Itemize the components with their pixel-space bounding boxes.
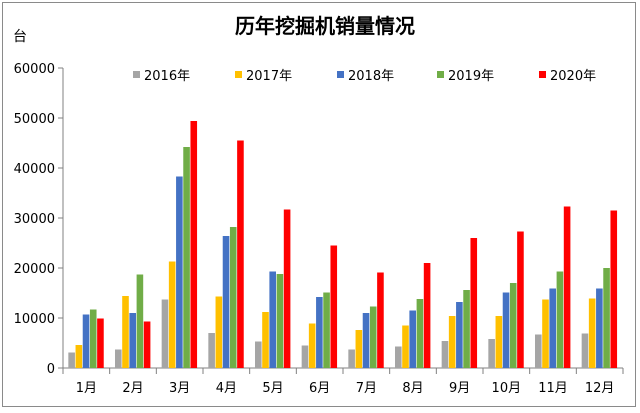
bar bbox=[509, 283, 517, 368]
bar bbox=[535, 334, 542, 368]
y-axis-unit-label: 台 bbox=[13, 29, 27, 45]
bar bbox=[161, 299, 169, 368]
y-tick-label: 30000 bbox=[14, 212, 55, 227]
bar bbox=[441, 341, 449, 368]
legend-swatch bbox=[539, 71, 546, 78]
bar bbox=[323, 292, 330, 368]
x-tick-label: 2月 bbox=[122, 381, 143, 396]
bar bbox=[301, 345, 309, 368]
legend-label: 2019年 bbox=[448, 69, 494, 84]
x-tick-label: 5月 bbox=[262, 381, 283, 396]
bar bbox=[330, 245, 338, 368]
chart-title: 历年挖掘机销量情况 bbox=[235, 14, 415, 38]
bar bbox=[423, 263, 431, 368]
bars bbox=[68, 121, 618, 368]
bar bbox=[82, 314, 90, 368]
bar bbox=[416, 299, 424, 368]
bar bbox=[190, 121, 198, 368]
y-tick-label: 40000 bbox=[14, 162, 55, 177]
bar bbox=[168, 261, 176, 368]
x-tick-label: 11月 bbox=[538, 381, 568, 396]
bar bbox=[517, 231, 524, 368]
bar bbox=[316, 297, 323, 368]
bar bbox=[215, 296, 223, 368]
bar bbox=[276, 274, 284, 368]
bar bbox=[581, 333, 589, 368]
bar bbox=[409, 310, 416, 368]
legend-label: 2017年 bbox=[246, 69, 292, 84]
bar bbox=[176, 176, 183, 368]
legend-label: 2018年 bbox=[348, 69, 394, 84]
y-tick-label: 0 bbox=[47, 362, 55, 377]
legend-swatch bbox=[437, 71, 444, 78]
x-tick-label: 1月 bbox=[76, 381, 97, 396]
bar bbox=[208, 333, 215, 368]
x-tick-label: 3月 bbox=[169, 381, 190, 396]
bar bbox=[262, 312, 269, 368]
bar bbox=[283, 209, 291, 368]
bar bbox=[229, 227, 237, 368]
bar bbox=[463, 290, 470, 368]
bar bbox=[143, 321, 151, 368]
bar bbox=[542, 299, 549, 368]
bar bbox=[355, 330, 363, 368]
legend-swatch bbox=[337, 71, 344, 78]
bar bbox=[362, 313, 370, 368]
bar bbox=[470, 238, 478, 368]
legend-swatch bbox=[235, 71, 242, 78]
bar bbox=[488, 339, 495, 368]
y-axis: 0 10000 20000 30000 40000 50000 60000 bbox=[14, 62, 64, 377]
bar bbox=[348, 349, 355, 368]
bar bbox=[308, 323, 316, 368]
bar bbox=[237, 140, 244, 368]
bar bbox=[183, 147, 190, 368]
bar bbox=[136, 274, 144, 368]
bar bbox=[549, 288, 556, 368]
bar bbox=[222, 236, 230, 368]
x-tick-label: 6月 bbox=[309, 381, 330, 396]
bar bbox=[122, 296, 129, 368]
bar bbox=[115, 349, 122, 368]
y-tick-label: 50000 bbox=[14, 112, 55, 127]
bar bbox=[603, 268, 610, 368]
x-tick-label: 12月 bbox=[585, 381, 615, 396]
bar bbox=[448, 316, 456, 368]
x-tick-label: 8月 bbox=[402, 381, 423, 396]
bar bbox=[402, 325, 409, 368]
bar bbox=[75, 345, 83, 368]
bar bbox=[89, 309, 97, 368]
bar bbox=[68, 352, 75, 368]
legend-label: 2016年 bbox=[144, 69, 190, 84]
bar bbox=[377, 272, 384, 368]
bar bbox=[395, 346, 402, 368]
legend-swatch bbox=[133, 71, 140, 78]
bar bbox=[97, 318, 104, 368]
bar bbox=[456, 302, 463, 368]
bar bbox=[269, 271, 276, 368]
bar bbox=[255, 341, 262, 368]
legend: 2016年 2017年 2018年 2019年 2020年 bbox=[133, 69, 596, 84]
bar bbox=[610, 210, 618, 368]
x-axis: 1月 2月 3月 4月 5月 6月 7月 8月 9月 10月 11月 12月 bbox=[62, 367, 624, 396]
bar bbox=[502, 292, 510, 368]
x-tick-label: 9月 bbox=[449, 381, 470, 396]
bar bbox=[129, 313, 136, 368]
y-tick-label: 60000 bbox=[14, 62, 55, 77]
bar bbox=[495, 316, 503, 368]
chart-frame: 历年挖掘机销量情况 台 0 10000 20000 30000 40000 50000 60… bbox=[2, 2, 636, 407]
bar bbox=[588, 298, 596, 368]
bar bbox=[563, 206, 571, 368]
x-tick-label: 10月 bbox=[492, 381, 522, 396]
bar bbox=[596, 288, 603, 368]
bar-chart: 历年挖掘机销量情况 台 0 10000 20000 30000 40000 50000 60… bbox=[13, 14, 624, 396]
y-tick-label: 10000 bbox=[14, 312, 55, 327]
x-tick-label: 4月 bbox=[216, 381, 237, 396]
bar bbox=[369, 306, 377, 368]
legend-label: 2020年 bbox=[550, 69, 596, 84]
x-tick-label: 7月 bbox=[356, 381, 377, 396]
bar bbox=[556, 271, 564, 368]
y-tick-label: 20000 bbox=[14, 262, 55, 277]
